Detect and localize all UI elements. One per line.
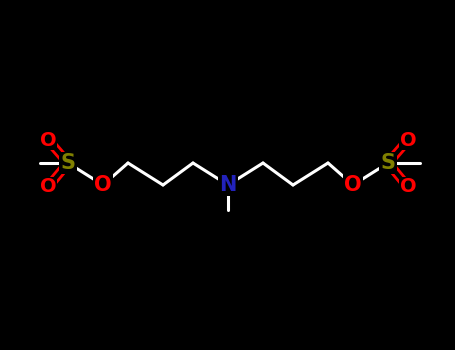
Text: O: O xyxy=(40,131,56,149)
Text: O: O xyxy=(399,131,416,149)
Text: S: S xyxy=(61,153,76,173)
Text: N: N xyxy=(219,175,237,195)
Text: O: O xyxy=(40,177,56,196)
Text: O: O xyxy=(344,175,362,195)
Text: S: S xyxy=(380,153,395,173)
Text: O: O xyxy=(94,175,112,195)
Text: O: O xyxy=(399,177,416,196)
